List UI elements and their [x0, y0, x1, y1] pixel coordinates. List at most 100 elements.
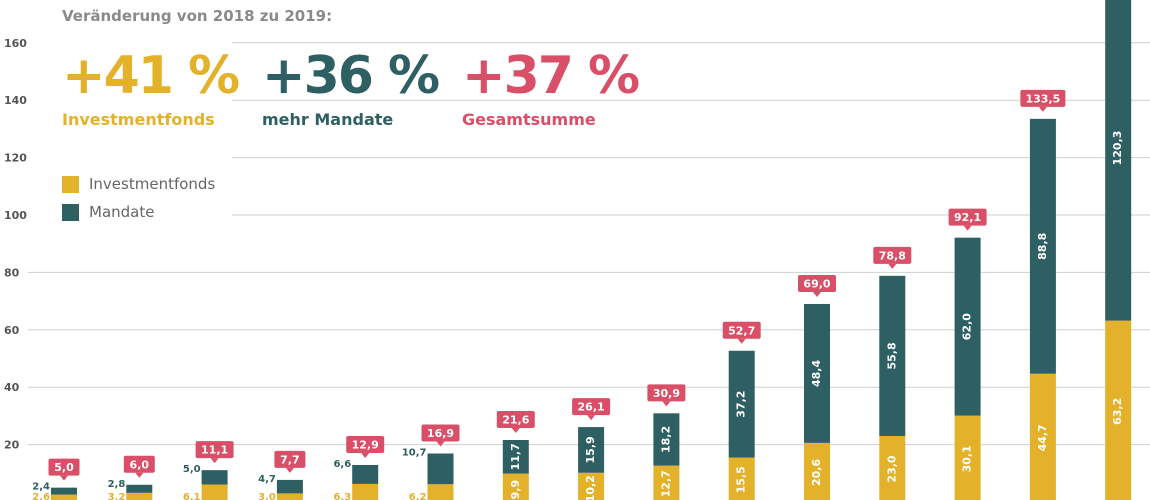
total-callout-box [195, 441, 234, 459]
total-callout-pointer [210, 458, 219, 464]
total-value-label: 30,9 [653, 387, 680, 400]
y-tick-label: 120 [4, 152, 27, 165]
bar-investmentfonds [51, 494, 77, 500]
investment-value-label: 23,0 [885, 455, 898, 482]
investment-value-label: 3,2 [108, 492, 126, 500]
total-value-label: 26,1 [578, 401, 605, 414]
total-callout-box [421, 424, 460, 442]
bar-investmentfonds [954, 415, 981, 500]
bar-investmentfonds [502, 473, 529, 500]
kpi-label: mehr Mandate [262, 110, 394, 129]
y-tick-label: 20 [4, 439, 20, 452]
bar-investmentfonds [804, 442, 830, 500]
mandate-value-label: 6,6 [333, 459, 351, 470]
bar-investmentfonds [427, 484, 454, 500]
legend-item-investmentfonds: Investmentfonds [62, 170, 215, 198]
total-value-label: 12,9 [352, 438, 379, 451]
y-tick-label: 100 [4, 209, 27, 222]
investment-value-label: 9,9 [509, 480, 522, 500]
total-value-label: 52,7 [728, 324, 755, 337]
total-callout-pointer [135, 472, 144, 478]
y-tick-label: 160 [4, 37, 27, 50]
investment-value-label: 12,7 [659, 470, 672, 497]
bar-mandate [578, 427, 605, 473]
bar-mandate [126, 484, 153, 493]
investment-value-label: 15,5 [735, 466, 748, 493]
kpi-value: +41 % [62, 46, 240, 106]
bar-mandate [653, 413, 680, 466]
total-value-label: 92,1 [954, 211, 981, 224]
total-value-label: 16,9 [427, 427, 454, 440]
kpi-value: +36 % [262, 46, 440, 106]
total-callout-pointer [436, 441, 445, 447]
mandate-value-label: 4,7 [258, 474, 276, 485]
investment-value-label: 3,0 [258, 492, 276, 500]
bar-mandate [954, 237, 981, 416]
mandate-value-label: 55,8 [885, 342, 898, 369]
y-tick-label: 40 [4, 381, 20, 394]
bar-mandate [352, 464, 379, 484]
investment-value-label: 6,1 [183, 492, 201, 500]
investment-value-label: 30,1 [961, 445, 974, 472]
total-callout-box [123, 455, 155, 473]
bar-mandate [502, 440, 529, 474]
kpi-label: Gesamtsumme [462, 110, 596, 129]
investment-value-label: 6,3 [333, 492, 351, 500]
bar-mandate [804, 303, 830, 443]
total-value-label: 11,1 [201, 444, 228, 457]
y-tick-label: 80 [4, 266, 20, 279]
mandate-value-label: 120,3 [1111, 131, 1124, 166]
bar-investmentfonds [1029, 373, 1056, 500]
mandate-value-label: 15,9 [584, 436, 597, 463]
chart-subtitle: Veränderung von 2018 zu 2019: [62, 7, 333, 25]
bar-investmentfonds [126, 492, 153, 500]
investment-value-label: 2,6 [32, 492, 50, 500]
bar-investmentfonds [879, 435, 906, 500]
total-callout-pointer [587, 415, 596, 421]
bar-mandate [1029, 118, 1056, 374]
total-value-label: 6,0 [130, 458, 150, 471]
bar-investmentfonds [201, 484, 228, 500]
total-value-label: 5,0 [54, 461, 74, 474]
mandate-value-label: 2,4 [32, 482, 50, 493]
mandate-value-label: 62,0 [961, 313, 974, 340]
y-tick-label: 60 [4, 324, 20, 337]
chart-legend: Investmentfonds Mandate [62, 170, 215, 226]
bar-mandate [276, 479, 303, 494]
total-callout-box [948, 208, 987, 226]
bar-investmentfonds [653, 465, 680, 500]
total-callout-pointer [285, 467, 294, 473]
bar-investmentfonds [276, 493, 303, 500]
bar-mandate [427, 453, 454, 485]
kpi-investmentfonds: +41 % Investmentfonds [62, 46, 240, 129]
bar-mandate [1105, 0, 1132, 321]
bar-investmentfonds [1105, 320, 1132, 500]
total-value-label: 21,6 [502, 414, 529, 427]
legend-swatch [62, 203, 79, 221]
total-callout-box [647, 384, 686, 402]
total-value-label: 69,0 [803, 277, 830, 290]
mandate-value-label: 88,8 [1036, 233, 1049, 260]
mandate-value-label: 2,8 [108, 479, 126, 490]
bar-mandate [51, 487, 77, 495]
total-callout-pointer [813, 291, 821, 297]
total-callout-pointer [60, 475, 68, 481]
investment-value-label: 6,2 [409, 492, 427, 500]
kpi-value: +37 % [462, 46, 640, 106]
kpi-label: Investmentfonds [62, 110, 215, 129]
mandate-value-label: 10,7 [402, 447, 427, 458]
total-callout-pointer [737, 338, 746, 344]
total-callout-box [873, 246, 912, 264]
bar-mandate [879, 275, 906, 436]
total-value-label: 133,5 [1026, 92, 1061, 105]
total-value-label: 7,7 [280, 453, 300, 466]
total-callout-box [496, 411, 535, 429]
mandate-value-label: 48,4 [810, 360, 823, 387]
total-callout-box [798, 274, 836, 292]
total-callout-box [48, 458, 80, 476]
legend-swatch [62, 175, 79, 193]
bar-investmentfonds [578, 472, 605, 500]
investment-value-label: 10,2 [584, 475, 597, 500]
total-callout-box [346, 435, 385, 453]
